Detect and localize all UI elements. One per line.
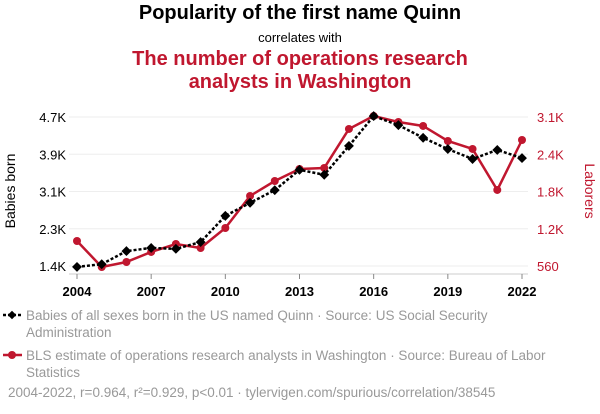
series-2-point [320, 163, 329, 172]
series-2-point [518, 135, 526, 144]
series-2-point [122, 258, 131, 267]
series-2-point [73, 237, 81, 246]
chart-title-2: The number of operations research analyst… [0, 48, 600, 94]
legend-item-1: Babies of all sexes born in the US named… [26, 308, 488, 340]
x-tick-label: 2022 [508, 284, 537, 299]
y-left-tick-label: 4.7K [39, 110, 66, 125]
y-left-tick-label: 3.9K [39, 147, 66, 162]
series-2-point [443, 136, 452, 145]
footer: 2004-2022, r=0.964, r²=0.929, p<0.01 · t… [8, 385, 496, 400]
x-tick-label: 2004 [63, 284, 93, 299]
series-1-point [72, 261, 82, 272]
legend-item-2: BLS estimate of operations research anal… [26, 348, 546, 380]
series-1-point [269, 185, 280, 196]
legend-marker-1-icon [7, 310, 17, 320]
y-left-label: Babies born [2, 154, 18, 229]
title2-line1: The number of operations research [132, 48, 468, 70]
chart-title: Popularity of the first name Quinn [138, 2, 462, 24]
y-left-tick-label: 3.1K [39, 185, 66, 200]
y-left-tick-label: 1.4K [39, 259, 66, 274]
x-tick-label: 2010 [211, 284, 240, 299]
series-1-point [418, 132, 429, 143]
series-1-point [442, 144, 453, 155]
series-2-point [419, 121, 428, 130]
series-2-point [468, 144, 477, 153]
x-tick-label: 2007 [137, 284, 166, 299]
chart-subtitle: correlates with [258, 30, 342, 45]
legend-marker-2-icon [8, 351, 16, 359]
series-1-point [245, 197, 256, 208]
series-2-point [246, 191, 255, 200]
series-1-point [220, 210, 231, 221]
series-1-point [319, 169, 330, 180]
series-2-point [344, 124, 353, 133]
series-1-point [195, 237, 206, 248]
y-right-label: Laborers [582, 163, 598, 218]
series-1-point [294, 164, 305, 175]
series-1-point [146, 242, 157, 253]
y-right-tick-label: 560 [537, 259, 559, 274]
series-2-point [221, 223, 230, 232]
series-1-point [121, 246, 132, 257]
x-tick-label: 2019 [433, 284, 462, 299]
series-1-point [492, 145, 503, 155]
y-left-tick-label: 2.3K [39, 222, 66, 237]
y-right-tick-label: 1.2K [537, 222, 564, 237]
title2-line2: analysts in Washington [188, 71, 412, 93]
series-1-point [368, 111, 379, 122]
x-tick-label: 2013 [285, 284, 314, 299]
y-right-tick-label: 1.8K [537, 185, 564, 200]
y-right-tick-label: 3.1K [537, 110, 564, 125]
series-1-point [517, 153, 527, 164]
x-tick-label: 2016 [359, 284, 388, 299]
series-1-point [343, 140, 354, 151]
series-1-point [170, 243, 181, 254]
series-2-point [196, 243, 205, 252]
y-right-tick-label: 2.4K [537, 147, 564, 162]
series-1-point [467, 154, 478, 164]
series-2-point [493, 185, 502, 194]
series-2-point [270, 176, 279, 185]
